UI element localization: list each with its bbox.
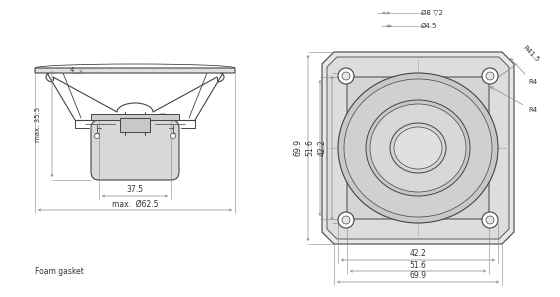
Text: 51.6: 51.6 [306, 140, 315, 157]
Circle shape [342, 216, 350, 224]
Circle shape [170, 133, 175, 138]
Text: 42.2: 42.2 [409, 249, 426, 258]
Ellipse shape [366, 100, 470, 196]
Text: 37.5: 37.5 [127, 186, 143, 195]
Text: 69.9: 69.9 [409, 271, 427, 280]
Text: 51.6: 51.6 [409, 260, 426, 269]
Polygon shape [322, 52, 514, 244]
Text: R4: R4 [511, 59, 537, 85]
Text: max.  Ø62.5: max. Ø62.5 [112, 200, 158, 208]
Circle shape [482, 212, 498, 228]
Circle shape [486, 216, 494, 224]
FancyBboxPatch shape [347, 77, 489, 219]
Circle shape [482, 68, 498, 84]
Circle shape [95, 133, 100, 138]
Ellipse shape [344, 79, 492, 217]
Circle shape [342, 72, 350, 80]
Text: Foam gasket: Foam gasket [35, 268, 84, 277]
Circle shape [338, 68, 354, 84]
Text: 42.2: 42.2 [318, 140, 326, 157]
Text: Ø4.5: Ø4.5 [421, 23, 437, 29]
Text: R4: R4 [490, 87, 537, 113]
Text: Ø8 ▽2: Ø8 ▽2 [421, 10, 443, 16]
Circle shape [338, 212, 354, 228]
FancyBboxPatch shape [35, 68, 235, 73]
Text: R41.5: R41.5 [493, 45, 540, 81]
Text: 4: 4 [69, 67, 74, 73]
Bar [91, 114, 179, 120]
Bar [120, 118, 150, 132]
Text: 69.9: 69.9 [293, 140, 302, 157]
Ellipse shape [394, 127, 442, 169]
FancyBboxPatch shape [91, 120, 179, 180]
Circle shape [486, 72, 494, 80]
Text: max. 35.5: max. 35.5 [35, 106, 41, 142]
Ellipse shape [338, 73, 498, 223]
Ellipse shape [390, 123, 446, 173]
Ellipse shape [370, 104, 466, 192]
Polygon shape [327, 57, 509, 239]
